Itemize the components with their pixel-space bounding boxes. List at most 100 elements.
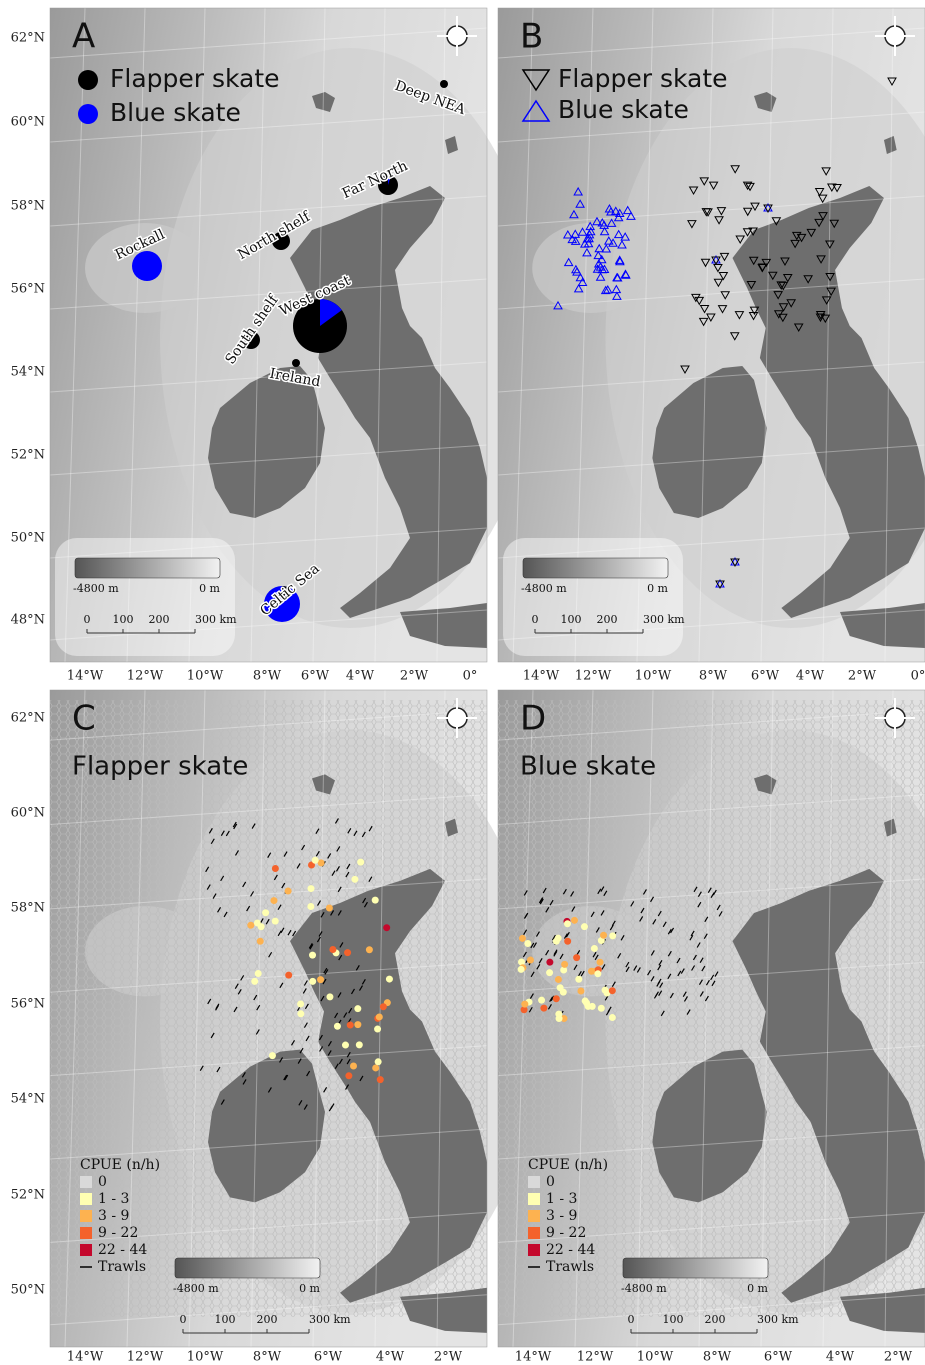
panel-label: A (72, 17, 95, 57)
cpue-cell (257, 938, 264, 945)
lat-label: 62°N (11, 31, 45, 46)
lat-label: 56°N (11, 282, 45, 297)
cpue-cell (594, 970, 601, 977)
cpue-label: 0 (546, 1174, 555, 1190)
cpue-swatch (80, 1193, 92, 1205)
lon-label: 10°W (637, 1350, 674, 1365)
cpue-label: 22 - 44 (546, 1242, 595, 1258)
lat-label: 48°N (11, 613, 45, 628)
cpue-label: 3 - 9 (98, 1208, 129, 1224)
depth-label: -4800 m (173, 1282, 219, 1295)
cpue-swatch (528, 1176, 540, 1188)
map-panel: DBlue skateCPUE (n/h)01 - 33 - 99 - 2222… (498, 690, 925, 1347)
map-panel: CFlapper skateCPUE (n/h)01 - 33 - 99 - 2… (50, 690, 540, 1347)
cpue-cell (581, 923, 588, 930)
cpue-cell (351, 876, 358, 883)
cpue-cell (345, 1072, 352, 1079)
lon-label: 8°W (253, 1350, 282, 1365)
lon-label: 4°W (796, 669, 825, 684)
depth-bar (175, 1258, 320, 1278)
cpue-cell (546, 959, 553, 966)
figure: AFlapper skateBlue skateDeep NEAFar Nort… (0, 0, 925, 1365)
distance-label: 300 km (643, 613, 685, 626)
lat-label: 52°N (11, 448, 45, 463)
cpue-cell (375, 1058, 382, 1065)
cpue-swatch (528, 1210, 540, 1222)
depth-label: -4800 m (521, 582, 567, 595)
map-panel: BFlapper skateBlue skate-4800 m0 m010020… (498, 8, 925, 662)
distance-label: 200 (597, 613, 618, 626)
panel-label: B (520, 17, 543, 57)
depth-label: -4800 m (621, 1282, 667, 1295)
lon-label: 12°W (577, 1350, 614, 1365)
lat-label: 54°N (11, 1092, 45, 1107)
lon-label: 4°W (376, 1350, 405, 1365)
cpue-label: Trawls (546, 1259, 594, 1275)
cpue-cell (380, 1003, 387, 1010)
depth-label: 0 m (647, 582, 668, 595)
cpue-label: 9 - 22 (546, 1225, 586, 1241)
cpue-cell (540, 1005, 547, 1012)
cpue-cell (347, 1022, 354, 1029)
lat-label: 60°N (11, 806, 45, 821)
distance-label: 0 (180, 1313, 187, 1326)
cpue-cell (555, 1011, 562, 1018)
lon-label: 6°W (764, 1350, 793, 1365)
cpue-title: CPUE (n/h) (80, 1157, 160, 1173)
cpue-label: 1 - 3 (98, 1191, 129, 1207)
cpue-cell (247, 922, 254, 929)
lon-label: 6°W (301, 669, 330, 684)
cpue-cell (386, 976, 393, 983)
distance-label: 200 (149, 613, 170, 626)
distance-label: 200 (705, 1313, 726, 1326)
distance-label: 300 km (309, 1313, 351, 1326)
lon-label: 14°W (515, 1350, 552, 1365)
site-pie (440, 80, 448, 88)
cpue-cell (376, 1013, 383, 1020)
cpue-cell (297, 1000, 304, 1007)
cpue-cell (334, 1023, 341, 1030)
cpue-cell (524, 940, 531, 947)
site-pie (292, 359, 300, 367)
lon-label: 2°W (400, 669, 429, 684)
distance-label: 300 km (757, 1313, 799, 1326)
cpue-cell (372, 897, 379, 904)
distance-label: 100 (663, 1313, 684, 1326)
cpue-cell (366, 946, 373, 953)
depth-label: -4800 m (73, 582, 119, 595)
panel-title: Flapper skate (72, 752, 248, 782)
cpue-cell (309, 952, 316, 959)
cpue-cell (597, 959, 604, 966)
cpue-label: 3 - 9 (546, 1208, 577, 1224)
cpue-cell (553, 995, 560, 1002)
depth-bar (523, 558, 668, 578)
cpue-cell (383, 924, 390, 931)
distance-label: 0 (532, 613, 539, 626)
cpue-cell (564, 938, 571, 945)
lon-label: 2°W (848, 669, 877, 684)
lon-label: 2°W (884, 1350, 913, 1365)
lon-label: 8°W (253, 669, 282, 684)
map-panel: AFlapper skateBlue skateDeep NEAFar Nort… (50, 8, 540, 662)
cpue-cell (350, 1063, 357, 1070)
panel-label: C (72, 699, 96, 739)
cpue-cell (258, 923, 265, 930)
cpue-cell (553, 938, 560, 945)
cpue-label: 0 (98, 1174, 107, 1190)
legend-key (78, 104, 98, 124)
lon-label: 2°W (434, 1350, 463, 1365)
lon-label: 10°W (187, 1350, 224, 1365)
legend-label: Flapper skate (110, 64, 280, 93)
distance-label: 100 (215, 1313, 236, 1326)
cpue-cell (521, 1001, 528, 1008)
distance-label: 100 (561, 613, 582, 626)
cpue-cell (270, 897, 277, 904)
cpue-cell (354, 1005, 361, 1012)
distance-label: 0 (628, 1313, 635, 1326)
cpue-swatch (80, 1176, 92, 1188)
cpue-cell (527, 957, 534, 964)
cpue-cell (272, 865, 279, 872)
cpue-cell (272, 918, 279, 925)
cpue-cell (377, 1076, 384, 1083)
panel-label: D (520, 699, 546, 739)
